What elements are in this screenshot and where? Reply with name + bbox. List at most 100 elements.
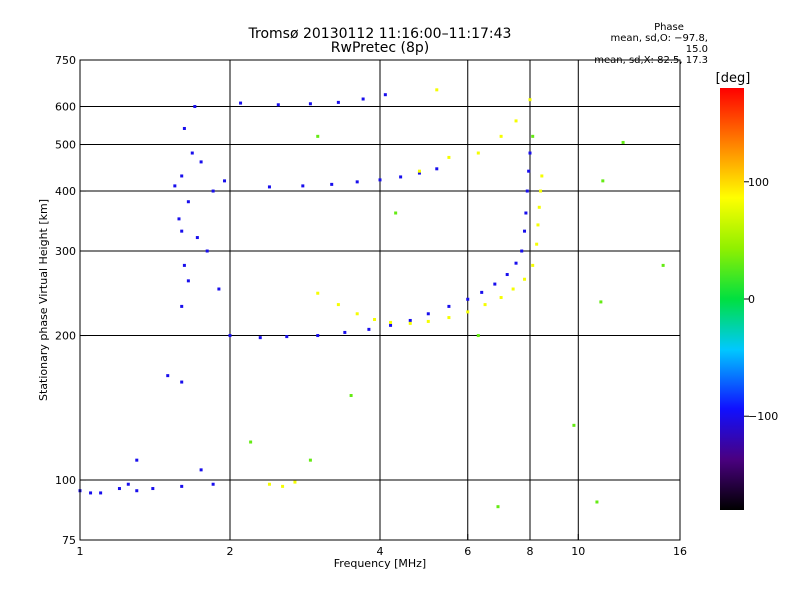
grid-lines <box>80 60 680 540</box>
y-axis-ticks: 75 100 200 300 400 500 600 750 <box>55 54 86 547</box>
data-point <box>190 151 194 155</box>
data-point <box>180 229 184 233</box>
data-point <box>373 317 377 321</box>
data-point <box>523 229 527 233</box>
data-point <box>426 312 430 316</box>
data-point <box>281 484 285 488</box>
data-point <box>389 323 393 327</box>
colorbar-unit: [deg] <box>716 71 751 86</box>
data-point <box>316 291 320 295</box>
data-point <box>267 482 271 486</box>
data-point <box>199 160 203 164</box>
data-point <box>417 169 421 173</box>
data-point <box>524 211 528 215</box>
data-point <box>537 205 541 209</box>
data-point <box>293 480 297 484</box>
phase-stats-heading: Phase <box>654 22 684 33</box>
data-point <box>205 249 209 253</box>
data-point <box>435 88 439 92</box>
data-point <box>180 484 184 488</box>
data-point <box>528 98 532 102</box>
data-point <box>349 394 353 398</box>
data-point <box>180 174 184 178</box>
data-point <box>535 242 539 246</box>
data-point <box>476 334 480 338</box>
data-point <box>426 319 430 323</box>
data-point <box>466 310 470 314</box>
data-point <box>195 236 199 240</box>
colorbar-tick-label: 0 <box>748 293 755 306</box>
data-point <box>536 223 540 227</box>
data-point <box>408 321 412 325</box>
data-point <box>394 211 398 215</box>
data-point <box>408 318 412 322</box>
x-tick-label: 6 <box>464 545 471 558</box>
data-point <box>480 290 484 294</box>
data-point <box>378 178 382 182</box>
data-point <box>135 458 139 462</box>
data-point <box>447 316 451 320</box>
data-point <box>308 458 312 462</box>
data-point <box>599 300 603 304</box>
data-point <box>126 482 130 486</box>
data-point <box>239 101 243 105</box>
data-point <box>505 273 509 277</box>
data-point <box>177 217 181 221</box>
x-tick-label: 10 <box>571 545 585 558</box>
data-point <box>308 102 312 106</box>
data-point <box>435 167 439 171</box>
x-axis-label: Frequency [MHz] <box>334 557 426 570</box>
data-point <box>258 336 262 340</box>
data-point <box>117 487 121 491</box>
data-point <box>447 155 451 159</box>
data-point <box>355 312 359 316</box>
data-point <box>389 320 393 324</box>
data-point <box>399 175 403 179</box>
data-point <box>601 179 605 183</box>
data-point <box>595 500 599 504</box>
data-point <box>135 489 139 493</box>
data-point <box>285 335 289 339</box>
data-point <box>316 334 320 338</box>
data-point <box>180 380 184 384</box>
data-point <box>496 505 500 509</box>
data-point <box>267 185 271 189</box>
data-point <box>511 287 515 291</box>
data-point <box>572 423 576 427</box>
y-axis-label: Stationary phase Virtual Height [km] <box>37 199 50 401</box>
data-point <box>661 263 665 267</box>
data-point <box>330 182 334 186</box>
data-point <box>493 282 497 286</box>
data-point <box>520 249 524 253</box>
data-point <box>483 303 487 307</box>
data-point <box>217 287 221 291</box>
data-point <box>211 482 215 486</box>
data-point <box>182 263 186 267</box>
x-tick-label: 2 <box>227 545 234 558</box>
y-tick-label: 300 <box>55 245 76 258</box>
x-tick-label: 1 <box>77 545 84 558</box>
data-point <box>223 179 227 183</box>
data-point <box>476 151 480 155</box>
data-point <box>621 140 625 144</box>
data-point <box>361 97 365 101</box>
data-point <box>539 189 543 193</box>
x-tick-label: 8 <box>527 545 534 558</box>
data-point <box>316 134 320 138</box>
x-tick-label: 16 <box>673 545 687 558</box>
data-point <box>531 134 535 138</box>
data-point <box>186 279 190 283</box>
x-tick-label: 4 <box>377 545 384 558</box>
data-point <box>499 296 503 300</box>
data-point <box>182 126 186 130</box>
y-tick-label: 75 <box>62 534 76 547</box>
chart-subtitle: RwPretec (8p) <box>330 40 430 56</box>
data-point <box>527 169 531 173</box>
data-point <box>447 304 451 308</box>
y-tick-label: 100 <box>55 474 76 487</box>
colorbar <box>720 88 744 510</box>
data-point <box>383 93 387 97</box>
data-points <box>78 88 665 509</box>
data-point <box>166 374 170 378</box>
